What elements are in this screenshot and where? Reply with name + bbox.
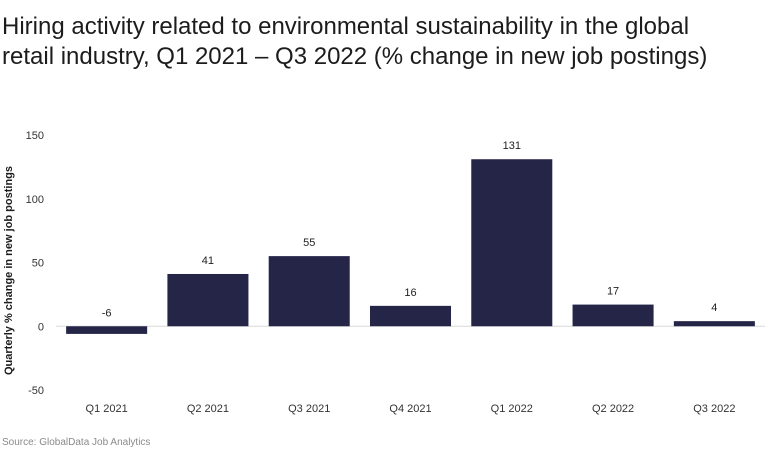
y-tick-label: -50	[28, 385, 44, 397]
bars-group: -6 41 55 16 131 17 4	[66, 140, 755, 334]
y-axis-label: Quarterly % change in new job postings	[3, 166, 15, 375]
y-tick-label: 0	[38, 321, 44, 333]
y-tick-label: 150	[26, 130, 44, 142]
x-tick-label: Q2 2021	[187, 403, 229, 415]
bar	[369, 305, 452, 327]
data-label: 17	[607, 286, 619, 298]
x-tick-label: Q1 2022	[491, 403, 533, 415]
data-label: 131	[503, 140, 521, 152]
y-tick-label: 50	[32, 258, 44, 270]
bar	[268, 256, 350, 327]
y-tick-label: 100	[26, 194, 44, 206]
bar	[66, 326, 148, 334]
data-label: 4	[711, 302, 717, 314]
chart-title: Hiring activity related to environmental…	[2, 13, 708, 70]
data-label: 55	[303, 237, 315, 249]
y-axis-ticks: -50 0 50 100 150	[26, 130, 44, 397]
bar	[167, 273, 249, 327]
bar	[572, 304, 654, 327]
x-tick-label: Q3 2021	[288, 403, 330, 415]
data-label: 41	[202, 255, 214, 267]
x-axis-ticks: Q1 2021 Q2 2021 Q3 2021 Q4 2021 Q1 2022 Q2 20…	[86, 403, 736, 415]
bar	[471, 159, 553, 327]
x-tick-label: Q1 2021	[86, 403, 128, 415]
bar	[673, 321, 755, 327]
data-label: 16	[404, 287, 416, 299]
x-tick-label: Q3 2022	[693, 403, 735, 415]
x-tick-label: Q2 2022	[592, 403, 634, 415]
data-label: -6	[102, 307, 112, 319]
source-note: Source: GlobalData Job Analytics	[2, 437, 151, 448]
x-tick-label: Q4 2021	[389, 403, 431, 415]
